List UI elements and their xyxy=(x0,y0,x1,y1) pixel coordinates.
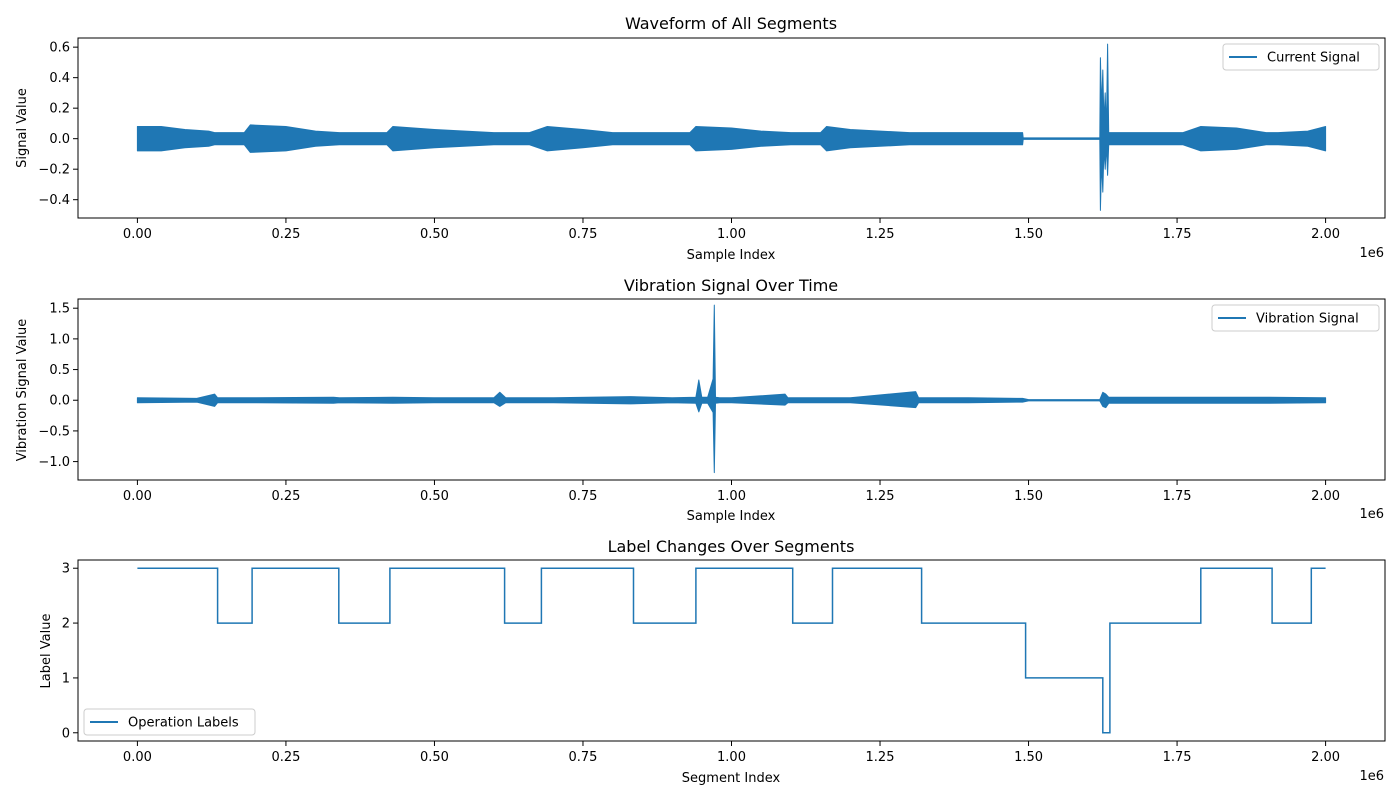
y-tick-label: 1.5 xyxy=(49,302,70,317)
x-tick-label: 0.50 xyxy=(420,227,449,242)
x-tick-label: 1.00 xyxy=(717,227,746,242)
y-tick-label: 0.0 xyxy=(49,394,70,409)
tick-group: 0.00 0.25 0.50 0.75 1.00 1.25 1.50 1.75 2.00 0 1 2 3 xyxy=(62,562,1340,765)
x-tick-label: 2.00 xyxy=(1311,489,1340,504)
label-step-line xyxy=(137,567,1326,734)
x-tick-label: 0.00 xyxy=(123,227,152,242)
x-tick-label: 1.50 xyxy=(1014,227,1043,242)
legend: Vibration Signal xyxy=(1211,304,1380,332)
y-tick-label: 1.0 xyxy=(49,332,70,347)
x-tick-label: 0.50 xyxy=(420,750,449,765)
x-tick-label: 0.75 xyxy=(569,489,598,504)
x-tick-label: 1.75 xyxy=(1163,227,1192,242)
x-tick-label: 1.50 xyxy=(1014,489,1043,504)
x-tick-label: 0.25 xyxy=(271,227,300,242)
x-tick-label: 2.00 xyxy=(1311,227,1340,242)
y-tick-label: 0.2 xyxy=(49,102,70,117)
legend-label: Vibration Signal xyxy=(1256,312,1359,327)
series-group xyxy=(136,304,1327,474)
current-signal-subplot: Waveform of All Segments 0.00 0.25 0.50 0.7… xyxy=(15,14,1386,263)
x-tick-label: 1.00 xyxy=(717,750,746,765)
signal-series-line xyxy=(136,43,1327,211)
y-tick-label: 2 xyxy=(62,617,70,632)
legend: Current Signal xyxy=(1222,43,1380,71)
subplot-title: Waveform of All Segments xyxy=(625,14,837,33)
x-tick-label: 1.75 xyxy=(1163,750,1192,765)
x-tick-label: 0.50 xyxy=(420,489,449,504)
x-tick-label: 1.25 xyxy=(866,227,895,242)
x-tick-label: 0.00 xyxy=(123,489,152,504)
y-tick-label: 1 xyxy=(62,671,70,686)
y-axis-label: Label Value xyxy=(39,614,54,689)
x-offset-text: 1e6 xyxy=(1359,246,1384,261)
x-tick-label: 0.00 xyxy=(123,750,152,765)
y-tick-label: 0.6 xyxy=(49,41,70,56)
x-tick-label: 0.75 xyxy=(569,227,598,242)
x-tick-label: 1.00 xyxy=(717,489,746,504)
x-tick-label: 1.25 xyxy=(866,489,895,504)
y-axis-label: Vibration Signal Value xyxy=(15,319,30,462)
x-offset-text: 1e6 xyxy=(1359,769,1384,784)
legend-label: Operation Labels xyxy=(128,716,239,731)
legend-label: Current Signal xyxy=(1267,51,1360,66)
tick-group: 0.00 0.25 0.50 0.75 1.00 1.25 1.50 1.75 2.00 −0.4… xyxy=(38,41,1340,242)
x-tick-label: 0.25 xyxy=(271,750,300,765)
x-axis-label: Sample Index xyxy=(687,509,776,524)
y-tick-label: −0.4 xyxy=(38,193,70,208)
y-tick-label: 0.0 xyxy=(49,132,70,147)
y-tick-label: 0.5 xyxy=(49,363,70,378)
legend-box xyxy=(83,708,256,736)
y-tick-label: 3 xyxy=(62,562,70,577)
y-axis-label: Signal Value xyxy=(15,88,30,168)
legend-box xyxy=(1222,43,1380,71)
signal-series-line xyxy=(136,304,1327,474)
x-tick-label: 1.50 xyxy=(1014,750,1043,765)
x-axis-label: Segment Index xyxy=(682,771,781,786)
legend: Operation Labels xyxy=(83,708,256,736)
subplot-title: Vibration Signal Over Time xyxy=(624,276,838,295)
tick-group: 0.00 0.25 0.50 0.75 1.00 1.25 1.50 1.75 2.00 −1.0… xyxy=(38,302,1340,504)
x-tick-label: 1.25 xyxy=(866,750,895,765)
y-tick-label: 0 xyxy=(62,726,70,741)
legend-box xyxy=(1211,304,1380,332)
x-tick-label: 2.00 xyxy=(1311,750,1340,765)
y-tick-label: −0.5 xyxy=(38,424,70,439)
x-axis-label: Sample Index xyxy=(687,248,776,263)
x-offset-text: 1e6 xyxy=(1359,507,1384,522)
x-tick-label: 1.75 xyxy=(1163,489,1192,504)
y-tick-label: 0.4 xyxy=(49,71,70,86)
y-tick-label: −0.2 xyxy=(38,163,70,178)
vibration-signal-subplot: Vibration Signal Over Time 0.00 0.25 0.50 0… xyxy=(15,276,1386,524)
subplot-title: Label Changes Over Segments xyxy=(608,537,855,556)
label-changes-subplot: Label Changes Over Segments 0.00 0.25 0.50… xyxy=(39,537,1386,786)
series-group xyxy=(136,43,1327,211)
x-tick-label: 0.25 xyxy=(271,489,300,504)
x-tick-label: 0.75 xyxy=(569,750,598,765)
y-tick-label: −1.0 xyxy=(38,455,70,470)
series-group xyxy=(137,567,1326,734)
